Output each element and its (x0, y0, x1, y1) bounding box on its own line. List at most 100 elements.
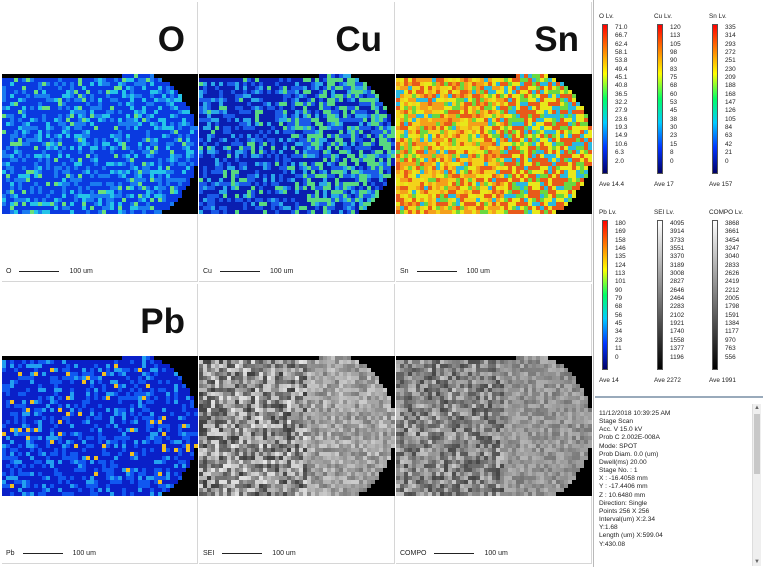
compo-map-image (396, 356, 592, 496)
legend-tick: 2.0 (615, 158, 627, 166)
legend-tick: 49.4 (615, 66, 627, 74)
legend-tick: 2212 (725, 287, 739, 295)
info-scrollbar[interactable]: ▲ ▼ (752, 404, 761, 566)
legend-tick: 58.1 (615, 49, 627, 57)
legend-tick: 135 (615, 253, 626, 261)
legend-tick: 3733 (670, 237, 684, 245)
color-bar (602, 220, 608, 370)
legend-tick: 1558 (670, 337, 684, 345)
legend-tick: 314 (725, 32, 736, 40)
info-line: Points 256 X 256 (599, 508, 670, 516)
legend-average: Ave 1991 (709, 378, 736, 384)
legend-tick: 79 (615, 295, 626, 303)
info-line: Prob C 2.002E-008A (599, 434, 670, 442)
legend-tick: 147 (725, 99, 736, 107)
legend-tick: 272 (725, 49, 736, 57)
gray-bar (657, 220, 663, 370)
legend-tick: 53 (670, 99, 681, 107)
legend-tick: 0 (725, 158, 736, 166)
legend-tick: 3868 (725, 220, 739, 228)
legend-tick: 63 (725, 132, 736, 140)
info-line: Stage No. : 1 (599, 467, 670, 475)
legend-tick: 8 (670, 149, 681, 157)
pb-map-image (2, 356, 198, 496)
scroll-thumb[interactable] (754, 414, 760, 474)
legend-tick: 105 (670, 41, 681, 49)
legend-tick: 83 (670, 66, 681, 74)
scroll-down-icon[interactable]: ▼ (753, 558, 761, 566)
legend-tick: 2464 (670, 295, 684, 303)
info-line: Y:1.68 (599, 524, 670, 532)
legend-tick: 84 (725, 124, 736, 132)
legend-tick: 23 (670, 132, 681, 140)
info-line: Z : 10.6480 mm (599, 492, 670, 500)
legend-tick: 23 (615, 337, 626, 345)
info-line: Direction: Single (599, 500, 670, 508)
info-line: Dwell(ms) 20.00 (599, 459, 670, 467)
legend-tick: 2833 (725, 262, 739, 270)
scroll-up-icon[interactable]: ▲ (753, 404, 761, 412)
legend-tick: 36.5 (615, 91, 627, 99)
color-bar (602, 24, 608, 174)
legend-tick: 209 (725, 74, 736, 82)
legend-tick: 126 (725, 107, 736, 115)
legend-tick: 1921 (670, 320, 684, 328)
info-line: Interval(um) X:2.34 (599, 516, 670, 524)
legend-title: COMPO Lv. (709, 210, 743, 216)
legend-tick: 30 (670, 124, 681, 132)
legend-tick: 3454 (725, 237, 739, 245)
legend-tick: 2283 (670, 303, 684, 311)
legend-tick: 53.8 (615, 57, 627, 65)
legend-tick: 101 (615, 278, 626, 286)
info-line: Mode: SPOT (599, 443, 670, 451)
legend-tick: 0 (670, 158, 681, 166)
info-line: Length (um) X:599.04 (599, 532, 670, 540)
legend-title: SEI Lv. (654, 210, 674, 216)
legend-tick: 3661 (725, 228, 739, 236)
legend-tick: 11 (615, 345, 626, 353)
legend-tick: 42 (725, 141, 736, 149)
legend-tick: 60 (670, 91, 681, 99)
legend-tick: 45.1 (615, 74, 627, 82)
legend-tick: 38 (670, 116, 681, 124)
legend-tick: 1377 (670, 345, 684, 353)
legend-tick: 2626 (725, 270, 739, 278)
legend-tick: 56 (615, 312, 626, 320)
legend-tick: 68 (670, 82, 681, 90)
legend-tick: 4095 (670, 220, 684, 228)
legend-tick: 180 (615, 220, 626, 228)
legend-tick: 251 (725, 57, 736, 65)
legend-tick: 293 (725, 41, 736, 49)
legend-tick: 556 (725, 354, 739, 362)
color-bar (657, 24, 663, 174)
info-line: X : -16.4058 mm (599, 475, 670, 483)
legend-tick: 230 (725, 66, 736, 74)
legend-tick: 2005 (725, 295, 739, 303)
legend-average: Ave 17 (654, 182, 674, 188)
legend-tick: 1798 (725, 303, 739, 311)
legend-tick: 27.9 (615, 107, 627, 115)
legend-average: Ave 2272 (654, 378, 681, 384)
legend-tick: 40.8 (615, 82, 627, 90)
legend-tick: 2646 (670, 287, 684, 295)
element-label-pb: Pb (140, 302, 185, 342)
legend-tick: 14.9 (615, 132, 627, 140)
legend-tick: 75 (670, 74, 681, 82)
legend-tick: 105 (725, 116, 736, 124)
color-bar (712, 24, 718, 174)
